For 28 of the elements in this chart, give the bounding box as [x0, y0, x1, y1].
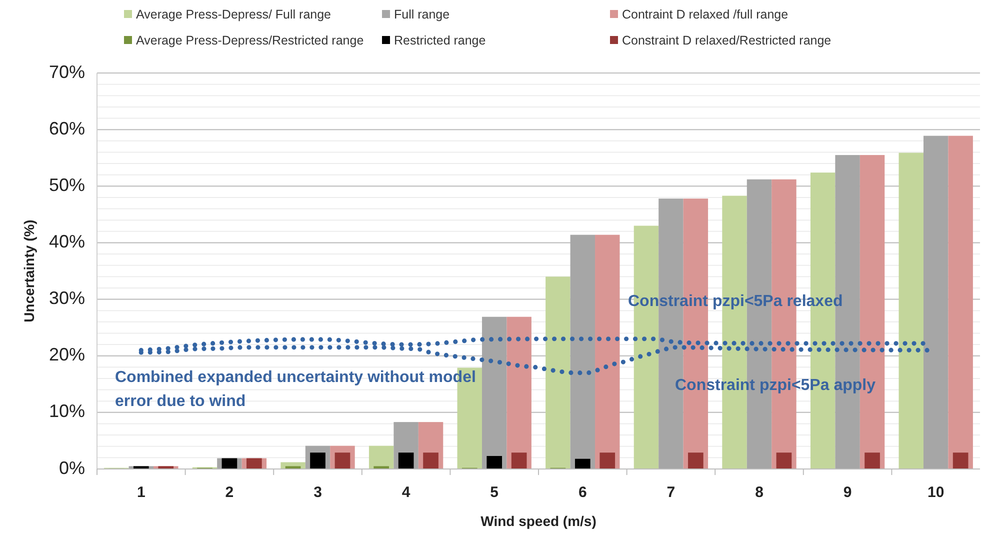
legend-label: Full range: [394, 7, 450, 22]
legend-label: Average Press-Depress/Restricted range: [136, 33, 364, 48]
y-tick-label: 60%: [48, 118, 85, 138]
y-tick-label: 10%: [48, 401, 85, 422]
x-tick-label: 5: [490, 484, 499, 501]
y-tick-label: 20%: [48, 344, 85, 365]
x-tick-label: 6: [578, 484, 587, 501]
x-tick-label: 3: [314, 484, 322, 501]
x-tick-label: 10: [928, 484, 944, 501]
y-tick-label: 50%: [48, 174, 85, 195]
legend-label: Restricted range: [394, 33, 486, 48]
annotation: Constraint pzpi<5Pa relaxed: [628, 293, 843, 310]
x-tick-label: 9: [843, 484, 852, 501]
annotation: Combined expanded uncertainty without model error due to wind: [115, 369, 476, 410]
legend-label: Contraint D relaxed /full range: [622, 7, 788, 22]
x-axis-title: Wind speed (m/s): [480, 513, 596, 529]
y-tick-label: 70%: [48, 62, 85, 82]
y-tick-label: 30%: [48, 288, 85, 308]
legend-label: Average Press-Depress/ Full range: [136, 7, 332, 22]
x-tick-label: 7: [666, 484, 676, 501]
y-tick-label: 0%: [58, 458, 85, 478]
y-tick-label: 40%: [48, 231, 85, 252]
x-tick-label: 1: [136, 484, 146, 501]
x-tick-label: 2: [225, 484, 234, 501]
y-axis-title: Uncertainty (%): [21, 220, 37, 322]
legend-label: Constraint D relaxed/Restricted range: [622, 33, 832, 48]
x-tick-label: 8: [755, 484, 764, 501]
x-tick-label: 4: [402, 484, 411, 501]
